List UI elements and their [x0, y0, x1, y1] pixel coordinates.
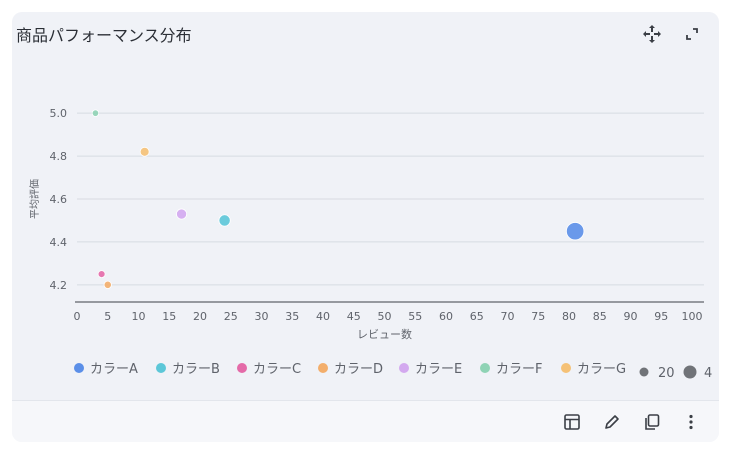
size-legend-label: 20: [658, 366, 675, 381]
y-tick-label: 5.0: [50, 107, 68, 120]
x-tick-label: 35: [285, 310, 299, 323]
legend-swatch: [399, 363, 409, 373]
x-tick-label: 10: [132, 310, 146, 323]
y-axis-title: 平均評価: [28, 179, 41, 219]
chart-card: 商品パフォーマンス分布 4.2 4.4 4.6 4.8 5.0 0 5 10 15 20 25 30 3…: [12, 12, 719, 442]
legend-swatch: [561, 363, 571, 373]
x-tick-label: 5: [104, 310, 111, 323]
x-tick-label: 100: [682, 310, 703, 323]
data-point: [97, 270, 106, 279]
x-tick-label: 60: [439, 310, 453, 323]
y-tick-label: 4.6: [50, 193, 68, 206]
x-tick-label: 85: [593, 310, 607, 323]
data-point: [91, 109, 100, 117]
x-tick-label: 25: [224, 310, 238, 323]
scatter-chart: 4.2 4.4 4.6 4.8 5.0 0 5 10 15 20 25 30 35 40 45 50 55 60 6…: [28, 107, 712, 381]
x-axis-title: レビュー数: [357, 328, 412, 341]
x-tick-label: 80: [562, 310, 576, 323]
copy-icon[interactable]: [641, 411, 663, 433]
expand-icon[interactable]: [680, 22, 704, 46]
chart-title: 商品パフォーマンス分布: [16, 26, 192, 45]
x-tick-label: 90: [624, 310, 638, 323]
legend-label: カラーE: [415, 362, 462, 377]
x-tick-label: 50: [378, 310, 392, 323]
x-tick-label: 15: [162, 310, 176, 323]
legend-label: カラーD: [334, 362, 383, 377]
move-icon[interactable]: [640, 22, 664, 46]
x-tick-label: 75: [531, 310, 545, 323]
y-tick-label: 4.2: [50, 279, 68, 292]
legend-label: カラーA: [90, 362, 138, 377]
size-legend-label: 4: [704, 366, 712, 381]
card-footer: [12, 400, 719, 442]
legend-label: カラーC: [253, 362, 301, 377]
legend-swatch: [74, 363, 84, 373]
x-tick-label: 30: [255, 310, 269, 323]
x-tick-label: 20: [193, 310, 207, 323]
table-icon[interactable]: [561, 411, 583, 433]
x-tick-label: 70: [501, 310, 515, 323]
data-point: [218, 214, 231, 227]
x-tick-label: 45: [347, 310, 361, 323]
legend-label: カラーG: [577, 362, 626, 377]
x-tick-label: 40: [316, 310, 330, 323]
data-point: [176, 208, 188, 220]
more-icon[interactable]: [680, 411, 702, 433]
y-tick-label: 4.4: [50, 236, 68, 249]
x-tick-label: 0: [74, 310, 81, 323]
edit-icon[interactable]: [601, 411, 623, 433]
legend-swatch: [237, 363, 247, 373]
legend-swatch: [156, 363, 166, 373]
legend-swatch: [480, 363, 490, 373]
legend-label: カラーB: [172, 362, 220, 377]
x-tick-label: 55: [408, 310, 422, 323]
y-tick-label: 4.8: [50, 150, 68, 163]
data-point: [566, 222, 585, 241]
x-tick-label: 95: [654, 310, 668, 323]
x-tick-label: 65: [470, 310, 484, 323]
data-point: [139, 146, 150, 157]
legend-label: カラーF: [496, 362, 542, 377]
legend-swatch: [318, 363, 328, 373]
data-point: [103, 280, 112, 289]
size-legend-marker: [683, 365, 697, 379]
size-legend-marker: [639, 367, 649, 377]
